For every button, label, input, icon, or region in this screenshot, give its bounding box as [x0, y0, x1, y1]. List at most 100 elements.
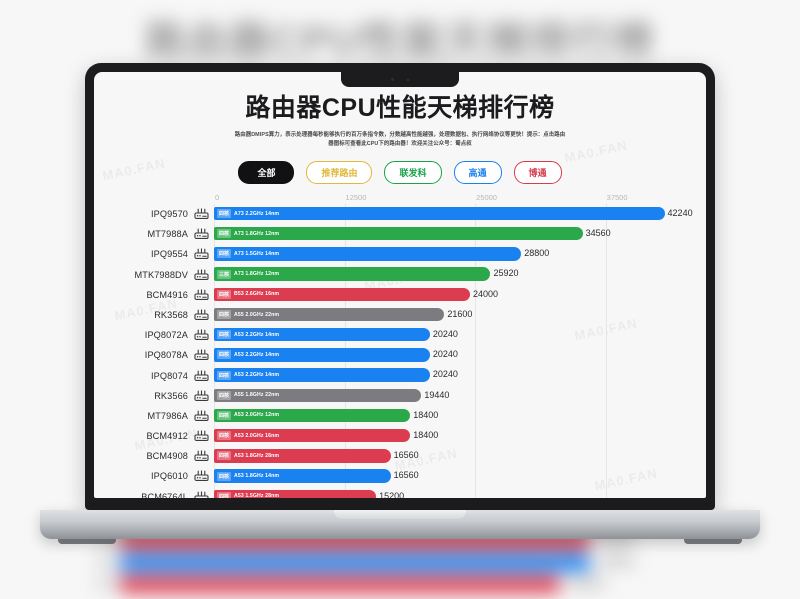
chart-row[interactable]: IPQ8074 四核 A53 2.2GHz 14nm 20240 — [106, 365, 694, 385]
router-icon[interactable] — [188, 248, 214, 260]
filter-chip-2[interactable]: 联发科 — [384, 160, 442, 184]
core-count-badge: 三核 — [217, 269, 232, 279]
router-icon[interactable] — [188, 410, 214, 422]
cpu-spec-label: A53 1.8GHz 28nm — [234, 452, 280, 459]
chart-row[interactable]: IPQ6010 四核 A53 1.8GHz 14nm 16560 — [106, 466, 694, 486]
chip-name-label: BCM4908 — [146, 451, 188, 462]
laptop-base — [40, 510, 760, 544]
chart-row[interactable]: MT7988A 四核 A73 1.8GHz 12nm 34560 — [106, 224, 694, 244]
router-icon[interactable] — [188, 490, 214, 498]
bar-track: 四核 A55 2.0GHz 22nm 21600 — [214, 305, 694, 325]
core-count-badge: 四核 — [217, 310, 232, 320]
bar-track: 三核 A73 1.8GHz 12nm 25920 — [214, 264, 694, 284]
bar-track: 四核 A53 2.0GHz 12nm 18400 — [214, 406, 694, 426]
performance-bar[interactable]: 四核 A53 2.2GHz 14nm — [214, 368, 430, 382]
chip-name-label: IPQ6010 — [151, 471, 188, 482]
bar-value-label: 42240 — [667, 207, 693, 218]
router-icon[interactable] — [188, 208, 214, 220]
core-count-badge: 四核 — [217, 390, 232, 400]
router-icon[interactable] — [188, 470, 214, 482]
performance-bar[interactable]: 四核 A55 2.0GHz 22nm — [214, 307, 445, 322]
cpu-spec-label: A73 2.2GHz 14nm — [234, 210, 280, 217]
router-icon[interactable] — [188, 309, 214, 321]
web-page: MA0.FAN MA0.FAN MA0.FAN MA0.FAN MA0.FAN … — [94, 72, 706, 498]
performance-bar[interactable]: 四核 A73 1.5GHz 14nm — [214, 247, 522, 261]
laptop-lid: MA0.FAN MA0.FAN MA0.FAN MA0.FAN MA0.FAN … — [85, 63, 715, 510]
performance-bar[interactable]: 四核 A55 1.8GHz 22nm — [214, 388, 422, 402]
chip-name-label: MTK7988DV — [134, 269, 188, 280]
laptop-foot — [58, 539, 116, 544]
router-icon[interactable] — [188, 450, 214, 462]
bar-value-label: 15200 — [379, 490, 405, 498]
core-count-badge: 四核 — [217, 350, 232, 360]
chart-row[interactable]: BCM4916 四核 B53 2.6GHz 16nm 24000 — [106, 285, 694, 305]
chart-row[interactable]: RK3566 四核 A55 1.8GHz 22nm 19440 — [106, 386, 694, 406]
performance-bar[interactable]: 四核 A53 2.0GHz 16nm — [214, 428, 411, 443]
webcam-notch-icon — [341, 72, 459, 87]
cpu-spec-label: A53 2.2GHz 14nm — [234, 372, 280, 379]
router-icon[interactable] — [188, 430, 214, 442]
page-title: 路由器CPU性能天梯排行榜 — [245, 94, 555, 122]
chart-row[interactable]: BCM4908 四核 A53 1.8GHz 28nm 16560 — [106, 446, 694, 466]
chart-row[interactable]: IPQ9570 四核 A73 2.2GHz 14nm 42240 — [106, 204, 694, 224]
router-icon[interactable] — [188, 289, 214, 301]
router-icon[interactable] — [188, 329, 214, 341]
filter-chip-4[interactable]: 博通 — [513, 160, 562, 184]
chip-name-label: BCM4916 — [146, 289, 188, 300]
chip-name-label: MT7988A — [147, 229, 188, 240]
ranking-chart: 0 12500 25000 37500 IPQ9570 四核 A73 2.2GHz 14n… — [106, 193, 694, 498]
performance-bar[interactable]: 四核 A53 1.8GHz 14nm — [214, 469, 391, 483]
router-icon[interactable] — [188, 390, 214, 402]
chart-rows: IPQ9570 四核 A73 2.2GHz 14nm 42240 MT7988A 四核 A7… — [106, 204, 694, 498]
filter-chip-1[interactable]: 推荐路由 — [306, 160, 373, 184]
chart-row[interactable]: IPQ8078A 四核 A53 2.2GHz 14nm 20240 — [106, 345, 694, 365]
bar-value-label: 24000 — [473, 288, 499, 299]
performance-bar[interactable]: 三核 A73 1.8GHz 12nm — [214, 267, 491, 281]
router-icon[interactable] — [188, 369, 214, 382]
router-icon[interactable] — [188, 268, 214, 281]
cpu-spec-label: A53 1.8GHz 14nm — [234, 473, 280, 480]
core-count-badge: 四核 — [217, 249, 232, 259]
core-count-badge: 四核 — [217, 431, 232, 441]
cpu-spec-label: A73 1.5GHz 14nm — [234, 250, 280, 257]
performance-bar[interactable]: 四核 B53 2.6GHz 16nm — [214, 287, 470, 302]
bar-value-label: 28800 — [524, 248, 550, 259]
performance-bar[interactable]: 四核 A53 2.2GHz 14nm — [214, 328, 430, 342]
page-subtitle: 路由器DMIPS算力，表示处理器每秒能够执行的百万条指令数，分数越高性能越强，处… — [185, 131, 615, 150]
chip-name-label: BCM4912 — [146, 431, 188, 442]
chart-row[interactable]: BCM4912 四核 A53 2.0GHz 16nm 18400 — [106, 426, 694, 446]
router-icon[interactable] — [188, 349, 214, 361]
camera-indicator-icon — [407, 78, 409, 81]
cpu-spec-label: A73 1.8GHz 12nm — [234, 271, 280, 278]
camera-lens-icon — [391, 78, 394, 81]
performance-bar[interactable]: 四核 A53 1.8GHz 28nm — [214, 449, 391, 463]
performance-bar[interactable]: 四核 A53 1.5GHz 28nm — [214, 489, 377, 498]
chip-name-label: IPQ8078A — [144, 350, 188, 361]
bar-track: 四核 A73 2.2GHz 14nm 42240 — [214, 204, 694, 224]
subtitle-line-1: 路由器DMIPS算力，表示处理器每秒能够执行的百万条指令数，分数越高性能越强，处… — [234, 132, 566, 138]
filter-chip-3[interactable]: 高通 — [453, 160, 502, 184]
filter-chip-0[interactable]: 全部 — [238, 160, 295, 184]
x-tick-label-1: 12500 — [345, 192, 367, 202]
x-tick-label-3: 37500 — [606, 192, 628, 202]
router-icon[interactable] — [188, 228, 214, 240]
chart-row[interactable]: MTK7988DV 三核 A73 1.8GHz 12nm 25920 — [106, 264, 694, 284]
core-count-badge: 四核 — [217, 209, 232, 219]
core-count-badge: 四核 — [217, 471, 232, 481]
chip-name-label: IPQ8072A — [144, 330, 188, 341]
performance-bar[interactable]: 四核 A73 2.2GHz 14nm — [214, 206, 665, 221]
chart-row[interactable]: MT7986A 四核 A53 2.0GHz 12nm 18400 — [106, 406, 694, 426]
bar-value-label: 34560 — [585, 228, 611, 239]
bar-track: 四核 A53 2.0GHz 16nm 18400 — [214, 426, 694, 446]
chart-row[interactable]: BCM6764L 四核 A53 1.5GHz 28nm 15200 — [106, 487, 694, 498]
chart-row[interactable]: IPQ9554 四核 A73 1.5GHz 14nm 28800 — [106, 244, 694, 264]
x-tick-label-0: 0 — [215, 192, 220, 202]
performance-bar[interactable]: 四核 A73 1.8GHz 12nm — [214, 227, 583, 241]
chart-row[interactable]: RK3568 四核 A55 2.0GHz 22nm 21600 — [106, 305, 694, 325]
bar-value-label: 16560 — [393, 470, 419, 481]
performance-bar[interactable]: 四核 A53 2.2GHz 14nm — [214, 348, 430, 362]
bar-value-label: 20240 — [432, 369, 458, 380]
chart-row[interactable]: IPQ8072A 四核 A53 2.2GHz 14nm 20240 — [106, 325, 694, 345]
performance-bar[interactable]: 四核 A53 2.0GHz 12nm — [214, 408, 411, 423]
